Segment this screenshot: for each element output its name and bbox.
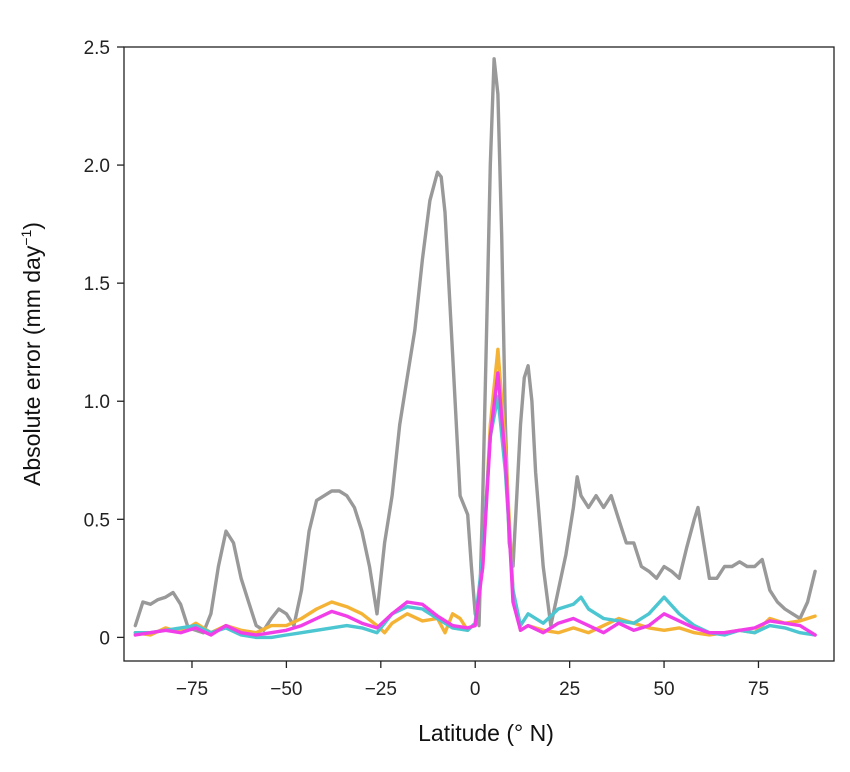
x-tick-label: −25: [365, 679, 397, 700]
y-tick-label: 0: [99, 628, 110, 649]
x-axis: −75 −50 −25 0 25 50 75: [176, 661, 769, 700]
y-tick-label: 2.0: [84, 156, 110, 177]
y-axis-label-close: ): [19, 222, 45, 230]
y-axis-label-exponent: −1: [18, 229, 34, 245]
series-line-1: [133, 57, 817, 635]
y-tick-label: 1.5: [84, 274, 110, 295]
x-tick-label: 75: [748, 679, 769, 700]
y-tick-label: 1.0: [84, 392, 110, 413]
x-tick-label: −75: [176, 679, 208, 700]
y-tick-label: 2.5: [84, 38, 110, 59]
x-tick-label: −50: [270, 679, 302, 700]
x-tick-label: 0: [470, 679, 481, 700]
y-axis-label: Absolute error (mm day−1): [18, 222, 45, 486]
y-axis: 0 0.5 1.0 1.5 2.0 2.5: [84, 38, 124, 649]
y-axis-label-main: Absolute error (mm day: [19, 245, 45, 486]
x-tick-label: 50: [653, 679, 674, 700]
series-line-2: [133, 347, 817, 637]
y-tick-label: 0.5: [84, 510, 110, 531]
x-tick-label: 25: [559, 679, 580, 700]
x-axis-label: Latitude (° N): [418, 720, 554, 746]
series-group: [133, 57, 817, 640]
series-line-4: [133, 371, 817, 637]
plot-frame: [123, 46, 835, 662]
